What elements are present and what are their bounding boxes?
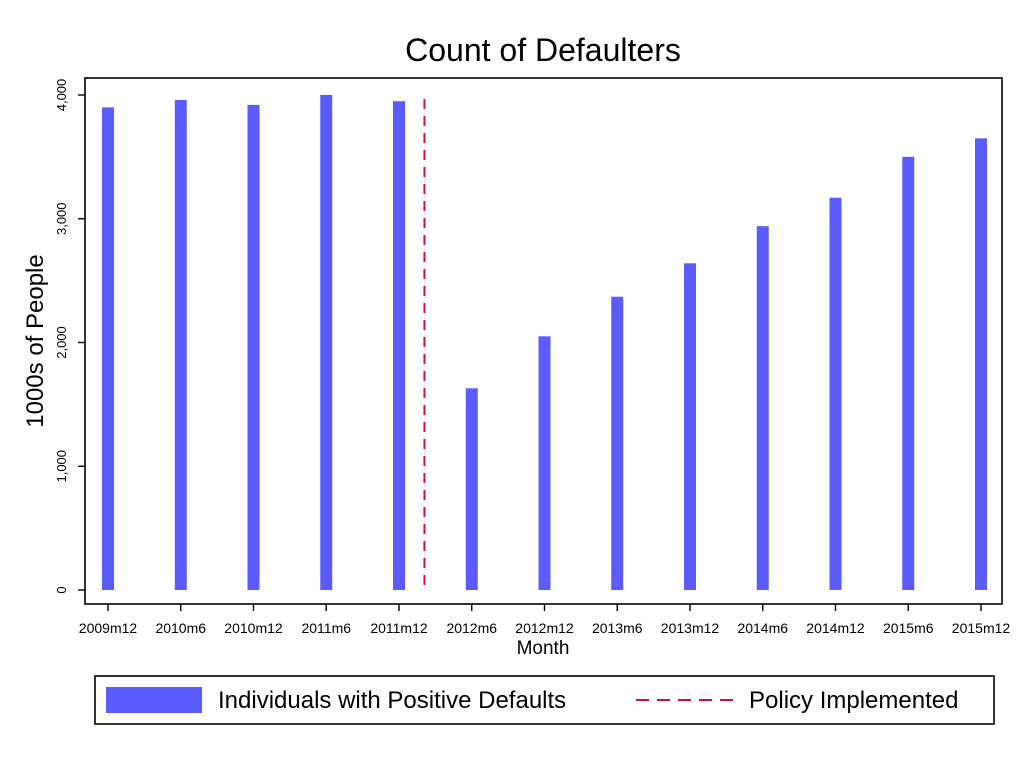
bar-2012m12 — [538, 336, 551, 590]
y-tick-label: 4,000 — [54, 79, 69, 112]
legend-bar-swatch — [106, 687, 202, 713]
x-tick-label: 2014m6 — [737, 620, 788, 636]
x-tick-label: 2011m6 — [301, 620, 351, 636]
y-tick-label: 0 — [54, 586, 69, 593]
x-tick-label: 2009m12 — [79, 620, 138, 636]
bar-2013m12 — [684, 263, 696, 590]
chart-title: Count of Defaulters — [405, 32, 681, 68]
x-tick-label: 2011m12 — [370, 620, 428, 636]
x-tick-label: 2013m6 — [592, 620, 643, 636]
x-axis-title: Month — [517, 638, 570, 659]
x-tick-label: 2015m6 — [883, 620, 934, 636]
bar-2010m12 — [247, 104, 260, 591]
x-tick-label: 2012m12 — [515, 620, 574, 636]
x-tick-label: 2010m12 — [224, 620, 283, 636]
bar-2011m6 — [320, 95, 333, 590]
y-tick-label: 3,000 — [54, 202, 69, 235]
y-tick-label: 1,000 — [54, 450, 69, 483]
plot-area — [84, 77, 1003, 605]
x-tick-label: 2013m12 — [661, 620, 720, 636]
bar-series — [102, 95, 987, 591]
bar-2014m6 — [756, 226, 769, 591]
legend-box — [94, 675, 995, 725]
bar-2015m12 — [975, 138, 987, 590]
legend-label-bars: Individuals with Positive Defaults — [218, 687, 566, 714]
x-axis: 2009m12 2010m6 2010m12 2011m6 2011m12 2012m6 2… — [79, 604, 1011, 636]
bar-2013m6 — [611, 296, 624, 590]
x-tick-label: 2015m12 — [952, 620, 1011, 636]
legend: Individuals with Positive Defaults Polic… — [94, 675, 995, 725]
bar-2012m6 — [465, 388, 478, 590]
x-tick-label: 2010m6 — [155, 620, 206, 636]
x-tick-label: 2012m6 — [446, 620, 497, 636]
y-axis-title: 1000s of People — [22, 254, 49, 427]
x-tick-label: 2014m12 — [806, 620, 865, 636]
bar-2009m12 — [102, 107, 114, 590]
bar-2011m12 — [393, 101, 405, 590]
bar-2015m6 — [902, 156, 915, 590]
y-tick-label: 2,000 — [54, 326, 69, 359]
bar-2014m12 — [829, 197, 842, 590]
legend-label-policy: Policy Implemented — [749, 687, 958, 714]
y-axis: 0 1,000 2,000 3,000 4,000 — [54, 79, 85, 594]
bar-2010m6 — [174, 99, 187, 590]
